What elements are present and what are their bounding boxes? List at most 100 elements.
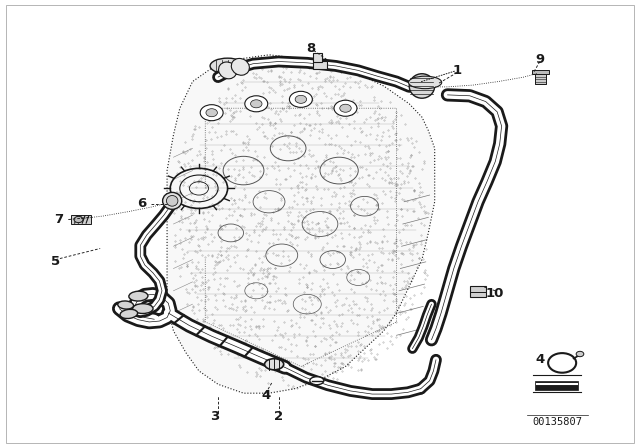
Point (248, 286, 258, 293)
Point (332, 376, 342, 383)
Point (186, 233, 196, 240)
Point (395, 311, 405, 318)
Point (407, 257, 417, 264)
Point (299, 219, 309, 226)
Point (226, 172, 236, 179)
Point (337, 319, 348, 327)
Point (266, 105, 276, 112)
Point (378, 323, 388, 330)
Point (372, 102, 383, 109)
Point (304, 308, 314, 315)
Point (173, 217, 184, 224)
Point (337, 302, 347, 309)
Point (407, 274, 417, 281)
Point (333, 117, 343, 125)
Point (307, 327, 317, 335)
Point (278, 333, 288, 340)
Point (252, 152, 262, 159)
Point (366, 285, 376, 293)
Point (360, 82, 370, 89)
Ellipse shape (74, 216, 83, 223)
Point (403, 314, 413, 321)
Point (335, 323, 346, 330)
Point (378, 250, 388, 257)
Point (251, 373, 261, 380)
Point (317, 246, 327, 253)
Point (269, 89, 280, 96)
Point (253, 254, 264, 262)
Point (283, 217, 293, 224)
Point (241, 101, 252, 108)
Point (374, 205, 384, 212)
Point (311, 100, 321, 108)
Point (201, 293, 211, 300)
Point (349, 234, 359, 241)
Point (271, 108, 281, 115)
Point (273, 110, 283, 117)
Point (366, 325, 376, 332)
Point (223, 205, 234, 212)
Point (354, 234, 364, 241)
Point (362, 268, 372, 276)
Point (338, 215, 348, 222)
Point (314, 128, 324, 135)
Point (344, 171, 355, 178)
Point (377, 280, 387, 287)
Point (354, 239, 364, 246)
Point (261, 361, 271, 368)
Point (212, 305, 222, 312)
Point (229, 243, 239, 250)
Point (266, 67, 276, 74)
Point (277, 300, 287, 307)
Point (324, 72, 335, 79)
Point (255, 367, 266, 374)
Point (260, 171, 271, 178)
Point (219, 282, 229, 289)
Point (308, 351, 319, 358)
Point (332, 259, 342, 266)
Point (170, 258, 180, 265)
Point (252, 103, 262, 110)
Point (363, 322, 373, 329)
Point (178, 148, 188, 155)
Point (258, 269, 268, 276)
Point (186, 202, 196, 209)
Point (262, 287, 273, 294)
Point (383, 142, 394, 149)
Point (387, 122, 397, 129)
Point (330, 105, 340, 112)
Point (373, 119, 383, 126)
Point (268, 239, 278, 246)
Point (273, 155, 283, 162)
Point (200, 327, 211, 334)
Point (218, 179, 228, 186)
Point (260, 366, 270, 374)
Point (326, 134, 336, 142)
Point (218, 297, 228, 304)
Point (244, 331, 254, 338)
Point (396, 154, 406, 161)
Point (175, 163, 185, 170)
Point (361, 279, 371, 286)
Point (345, 164, 355, 171)
Point (273, 204, 283, 211)
Point (171, 206, 181, 213)
Point (191, 263, 201, 270)
Point (388, 285, 398, 293)
Point (266, 85, 276, 92)
Point (251, 351, 261, 358)
Point (301, 337, 311, 344)
Point (243, 141, 253, 148)
Point (421, 208, 431, 215)
Point (310, 234, 321, 241)
Text: 8: 8 (306, 42, 315, 55)
Ellipse shape (132, 304, 153, 314)
Point (338, 207, 348, 215)
Point (413, 149, 424, 156)
Point (270, 264, 280, 271)
Point (339, 183, 349, 190)
Point (319, 266, 329, 273)
Point (240, 308, 250, 315)
Point (204, 241, 214, 248)
Point (208, 271, 218, 278)
